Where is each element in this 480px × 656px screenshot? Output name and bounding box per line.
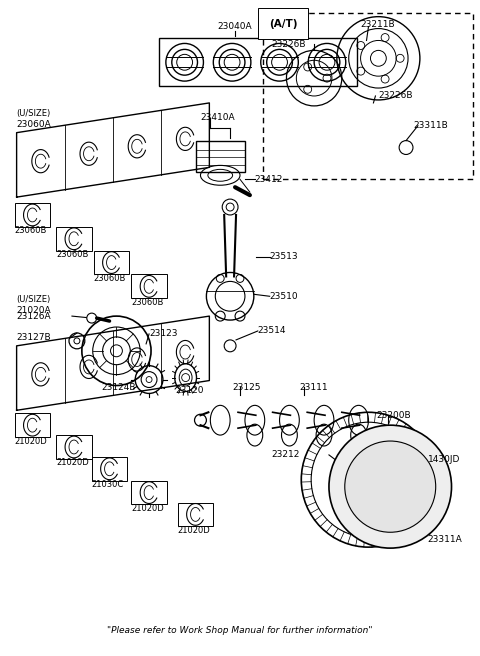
Text: 23126A: 23126A	[17, 312, 51, 321]
Circle shape	[417, 482, 427, 491]
Text: 23412: 23412	[255, 174, 283, 184]
Text: 23514: 23514	[258, 327, 286, 335]
Circle shape	[87, 313, 96, 323]
Text: 23127B: 23127B	[17, 333, 51, 342]
Text: 21020A: 21020A	[17, 306, 51, 315]
Text: 23226B: 23226B	[378, 91, 413, 100]
Text: 23124B: 23124B	[102, 383, 136, 392]
Text: (U/SIZE): (U/SIZE)	[17, 295, 51, 304]
Text: 23513: 23513	[270, 252, 298, 261]
Text: "Please refer to Work Shop Manual for further information": "Please refer to Work Shop Manual for fu…	[107, 626, 373, 636]
Text: 23120: 23120	[176, 386, 204, 395]
Text: 23125: 23125	[232, 383, 261, 392]
Text: 23040A: 23040A	[218, 22, 252, 31]
Text: 21020D: 21020D	[178, 525, 210, 535]
Circle shape	[399, 140, 413, 154]
Circle shape	[345, 441, 436, 532]
Text: 1430JD: 1430JD	[428, 455, 460, 464]
Text: 23211B: 23211B	[360, 20, 395, 29]
Text: 23212: 23212	[272, 451, 300, 459]
Text: 23111: 23111	[300, 383, 328, 392]
Circle shape	[329, 425, 452, 548]
Text: 23410A: 23410A	[201, 113, 235, 122]
Circle shape	[370, 454, 379, 464]
Text: (U/SIZE): (U/SIZE)	[17, 110, 51, 118]
Text: 23123: 23123	[149, 329, 178, 338]
Text: (A/T): (A/T)	[269, 18, 297, 29]
Text: 23311A: 23311A	[428, 535, 463, 544]
Text: 23226B: 23226B	[272, 40, 306, 49]
Text: 23060A: 23060A	[17, 120, 51, 129]
Text: 23060B: 23060B	[131, 298, 164, 307]
Text: 21020D: 21020D	[14, 436, 48, 445]
Text: 21030C: 21030C	[92, 480, 124, 489]
Circle shape	[409, 518, 423, 531]
Circle shape	[370, 509, 379, 519]
Circle shape	[401, 454, 411, 464]
Text: 23510: 23510	[270, 292, 298, 300]
Text: 23060B: 23060B	[56, 250, 88, 259]
Text: 21020D: 21020D	[131, 504, 164, 513]
Text: 23060B: 23060B	[14, 226, 47, 236]
Text: 23311B: 23311B	[413, 121, 448, 131]
Circle shape	[401, 509, 411, 519]
Text: 23060B: 23060B	[94, 274, 126, 283]
Circle shape	[224, 340, 236, 352]
Text: 23200B: 23200B	[376, 411, 411, 420]
Circle shape	[354, 482, 363, 491]
Text: 21020D: 21020D	[56, 459, 89, 467]
